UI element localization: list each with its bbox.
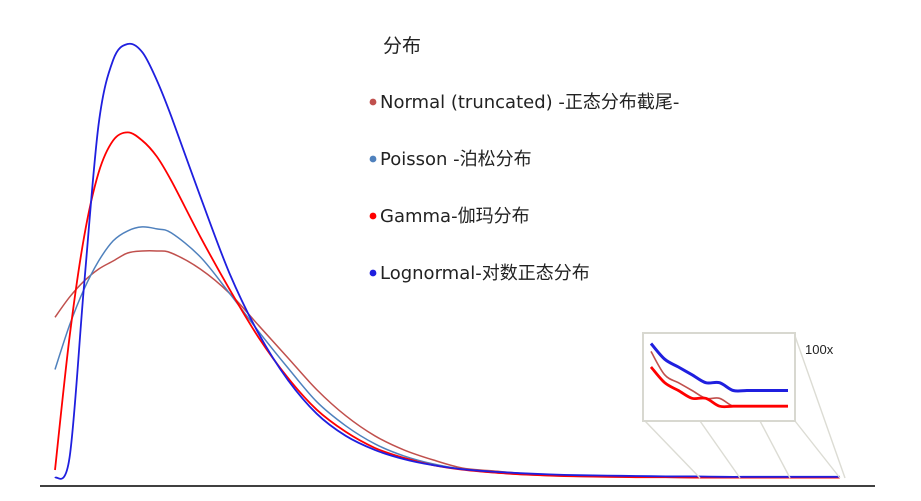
legend-marker-3 [369, 212, 377, 220]
inset-annotation: 100x [805, 342, 834, 357]
series-line-4 [54, 42, 840, 480]
series-line-3 [54, 131, 840, 479]
inset-line-4 [649, 342, 788, 393]
zoom-guide-1 [644, 420, 701, 479]
legend: 分布 Normal (truncated) -正态分布截尾- Poisson -泊… [369, 35, 679, 284]
legend-marker-1 [369, 98, 377, 106]
series-lines [54, 42, 840, 480]
legend-label-4: Lognormal-对数正态分布 [380, 263, 590, 284]
zoom-guide-3 [759, 420, 791, 479]
zoom-guide-5 [794, 335, 846, 479]
legend-marker-2 [369, 155, 377, 163]
inset-line-3 [649, 366, 788, 409]
legend-label-3: Gamma-伽玛分布 [380, 206, 530, 227]
legend-label-2: Poisson -泊松分布 [380, 149, 532, 170]
zoom-guide-2 [699, 420, 741, 479]
legend-title: 分布 [383, 35, 421, 57]
zoom-guide-4 [794, 420, 841, 479]
legend-marker-4 [369, 269, 377, 277]
inset-zoom: 100x [642, 332, 846, 479]
legend-label-1: Normal (truncated) -正态分布截尾- [380, 92, 679, 113]
